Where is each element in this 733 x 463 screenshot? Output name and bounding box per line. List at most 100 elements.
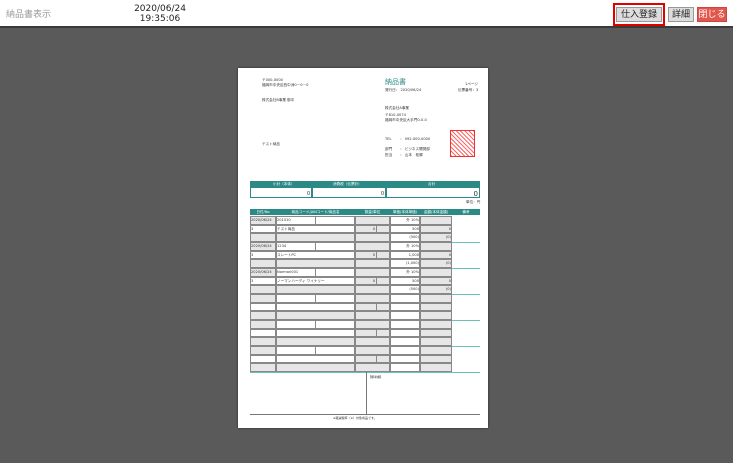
table-row: [250, 346, 480, 372]
divider: [376, 276, 377, 285]
table-cell: [420, 294, 452, 303]
table-cell: [250, 285, 276, 294]
remarks-label: 【備考欄】: [368, 375, 384, 379]
cell-qty: 0: [372, 252, 375, 257]
table-cell: [276, 216, 355, 225]
purchase-register-button[interactable]: 仕入登録: [616, 7, 662, 22]
table-cell: [250, 259, 276, 268]
divider: [315, 320, 316, 329]
table-cell: [390, 363, 420, 372]
table-cell: [420, 233, 452, 242]
highlight-box: [613, 3, 665, 26]
table-cell: [355, 346, 390, 355]
sender-zip: 〒810-0074: [385, 113, 406, 117]
table-cell: [250, 320, 276, 329]
table-cell: [355, 242, 390, 251]
table-cell: [250, 354, 276, 363]
close-button[interactable]: 閉じる: [697, 7, 727, 22]
cell-tax: 外 10%: [406, 244, 419, 248]
slip-number: 伝票番号：3: [458, 88, 479, 92]
table-cell: [276, 224, 355, 233]
column-header: 数量/単位: [364, 210, 381, 214]
cell-price: 500: [412, 226, 419, 231]
footer-note: ※軽減税率（※）対象商品です。: [333, 416, 377, 420]
table-cell: [250, 233, 276, 242]
table-cell: [390, 320, 420, 329]
table-cell: [390, 242, 420, 251]
table-cell: [390, 328, 420, 337]
recipient-zip: 〒000-0000: [262, 78, 283, 82]
date: 2020/06/24: [134, 4, 186, 14]
table-cell: [420, 242, 452, 251]
cell-amount: 0: [448, 252, 451, 257]
subject: テスト納品: [262, 142, 280, 146]
table-cell: [390, 233, 420, 242]
table-cell: [250, 216, 276, 225]
staff-label: 担当: [385, 153, 393, 157]
cell-name: ノーマンハーディ ワイナリー: [277, 278, 325, 283]
cell-code: 1234: [277, 244, 287, 248]
table-cell: [390, 250, 420, 259]
recipient-address: 福岡市中央区西中洲0－0－0: [262, 83, 309, 87]
table-cell: [250, 224, 276, 233]
divider: [366, 372, 367, 414]
table-cell: [420, 250, 452, 259]
table-cell: [276, 363, 355, 372]
dept: ： ビジネス開発部: [400, 147, 430, 151]
cell-date: 2020/06/24: [251, 270, 272, 274]
table-cell: [355, 363, 390, 372]
delivery-slip-preview: 〒000-0000 福岡市中央区西中洲0－0－0 株式会社B事業 御中 テスト納…: [238, 68, 488, 428]
divider: [376, 302, 377, 311]
table-cell: [390, 337, 420, 346]
cell-no: 3: [251, 278, 254, 283]
time: 19:35:06: [139, 14, 181, 24]
divider: [315, 216, 316, 225]
cell-amount_in: (0): [445, 235, 451, 239]
table-cell: [276, 302, 355, 311]
summary-label: 合計: [428, 182, 436, 186]
table-cell: [420, 285, 452, 294]
table-cell: [276, 259, 355, 268]
column-header: 日付/No: [256, 210, 270, 214]
table-cell: [390, 224, 420, 233]
table-cell: [420, 216, 452, 225]
table-cell: [276, 268, 355, 277]
table-cell: [420, 259, 452, 268]
table-cell: [250, 276, 276, 285]
table-cell: [390, 259, 420, 268]
table-cell: [250, 302, 276, 311]
cell-date: 2020/06/24: [251, 218, 272, 222]
column-header: 備考: [462, 210, 470, 214]
table-cell: [420, 346, 452, 355]
recipient-company: 株式会社B事業 御中: [262, 98, 295, 102]
table-row: [250, 242, 480, 268]
detail-button[interactable]: 詳細: [668, 7, 694, 22]
dept-label: 部門: [385, 147, 393, 151]
cell-tax: 外 10%: [406, 218, 419, 222]
table-cell: [276, 337, 355, 346]
table-cell: [250, 363, 276, 372]
divider: [315, 268, 316, 277]
table-cell: [420, 328, 452, 337]
company-seal-stamp: [450, 130, 475, 157]
sender-address: 福岡市中央区大手門0-0-0: [385, 118, 427, 122]
cell-code: 201010: [277, 218, 291, 222]
divider: [376, 224, 377, 233]
cell-price: 1,000: [408, 252, 419, 257]
table-cell: [390, 311, 420, 320]
table-cell: [276, 320, 355, 329]
table-cell: [355, 311, 390, 320]
table-cell: [420, 363, 452, 372]
table-cell: [250, 337, 276, 346]
table-row: [250, 320, 480, 346]
summary-label: 消費税（伝票計）: [333, 182, 362, 186]
cell-name: テスト商品: [277, 226, 295, 231]
cell-amount: 0: [448, 278, 451, 283]
table-cell: [390, 276, 420, 285]
tel: ： 092-000-0000: [400, 137, 431, 141]
cell-price_in: (500): [409, 235, 419, 239]
table-cell: [420, 337, 452, 346]
cell-amount_in: (0): [445, 287, 451, 291]
table-row: [250, 216, 480, 242]
table-cell: [250, 242, 276, 251]
